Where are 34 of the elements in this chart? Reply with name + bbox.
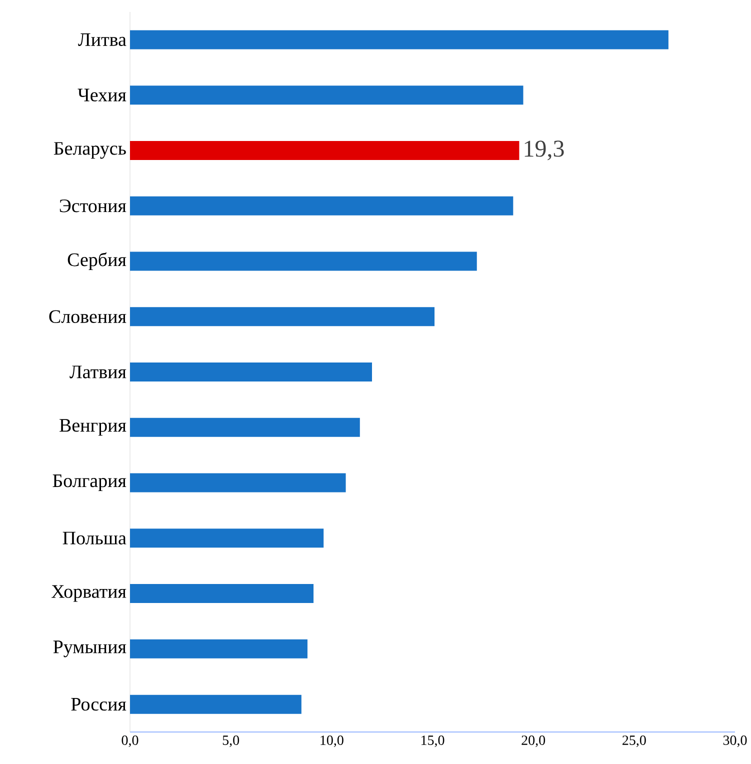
y-tick-label: Россия — [71, 698, 126, 711]
x-tick-label: 15,0 — [422, 736, 444, 747]
y-tick-label: Болгария — [52, 474, 126, 492]
bar — [130, 694, 302, 714]
y-tick-label: Хорватия — [52, 585, 126, 602]
x-tick-label: 25,0 — [622, 736, 646, 747]
data-label: 19,3 — [525, 140, 564, 160]
bar — [130, 196, 514, 216]
y-tick-label: Румыния — [54, 640, 126, 658]
y-tick-label: Словения — [49, 310, 126, 324]
bar — [130, 418, 360, 437]
y-tick-label: Венгрия — [60, 419, 126, 436]
y-tick-label: Беларусь — [54, 142, 126, 159]
bar — [130, 307, 435, 326]
y-tick-label: Польша — [63, 532, 126, 544]
x-tick-label: 20,0 — [522, 736, 546, 747]
y-tick-label: Литва — [78, 33, 126, 46]
bar — [130, 528, 324, 548]
bar — [130, 86, 524, 105]
bar — [130, 473, 346, 492]
bar — [130, 140, 520, 160]
y-tick-label: Латвия — [70, 366, 126, 378]
bar — [130, 584, 314, 604]
x-tick-label: 5,0 — [223, 736, 240, 747]
y-tick-label: Чехия — [78, 88, 126, 102]
x-tick-label: 30,0 — [724, 736, 747, 747]
bar — [130, 252, 478, 271]
bar — [130, 362, 372, 382]
y-tick-label: Сербия — [68, 252, 126, 270]
bar — [130, 30, 669, 50]
x-tick-label: 10,0 — [320, 736, 344, 747]
y-tick-label: Эстония — [60, 199, 126, 212]
x-tick-label: 0,0 — [122, 736, 138, 747]
bar — [130, 639, 308, 658]
